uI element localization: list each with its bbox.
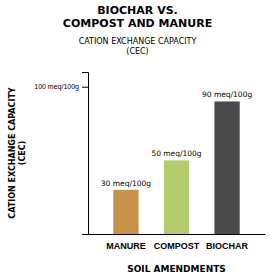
x-tick-label: BIOCHAR <box>206 241 248 251</box>
title: COMPOST AND MANURE <box>63 17 212 30</box>
y-tick-label: 100 meq/100g <box>34 83 79 91</box>
x-tick: MANURE <box>106 241 146 251</box>
title: BIOCHAR VS. <box>97 4 178 17</box>
subtitle: CATION EXCHANGE CAPACITY <box>79 37 197 46</box>
x-tick: BIOCHAR <box>206 241 248 251</box>
bar <box>214 101 239 234</box>
y-axis-title-line: CATION EXCHANGE CAPACITY <box>8 87 17 218</box>
data-label: 50 meq/100g <box>151 149 201 158</box>
y-axis: 100 meq/100g <box>34 73 88 235</box>
data-label: 30 meq/100g <box>101 179 151 188</box>
x-axis-title: SOIL AMENDMENTS <box>127 264 226 274</box>
subtitle: (CEC) <box>126 47 148 56</box>
x-axis: MANURE COMPOST BIOCHAR <box>89 235 266 252</box>
axis-domain <box>82 73 89 235</box>
titles: BIOCHAR VS.COMPOST AND MANURE CATION EXCH… <box>63 4 212 56</box>
y-tick: 100 meq/100g <box>34 83 88 91</box>
data-label: 90 meq/100g <box>202 90 252 99</box>
x-tick-label: COMPOST <box>154 241 200 251</box>
bar <box>113 190 138 234</box>
axis-domain <box>89 234 266 235</box>
bars <box>113 101 239 234</box>
chart: BIOCHAR VS.COMPOST AND MANURE CATION EXCH… <box>0 0 275 280</box>
bar <box>164 160 189 234</box>
y-axis-title: CATION EXCHANGE CAPACITY(CEC) <box>8 87 27 218</box>
x-tick-label: MANURE <box>106 241 146 251</box>
y-axis-title-line: (CEC) <box>18 141 27 166</box>
data-labels: 30 meq/100g 50 meq/100g 90 meq/100g <box>101 90 253 187</box>
plot: 100 meq/100g MANURE COMPOST BIOCHAR 30 meq/1… <box>34 73 265 252</box>
y-tick-mark <box>82 87 88 88</box>
x-tick: COMPOST <box>154 241 200 251</box>
